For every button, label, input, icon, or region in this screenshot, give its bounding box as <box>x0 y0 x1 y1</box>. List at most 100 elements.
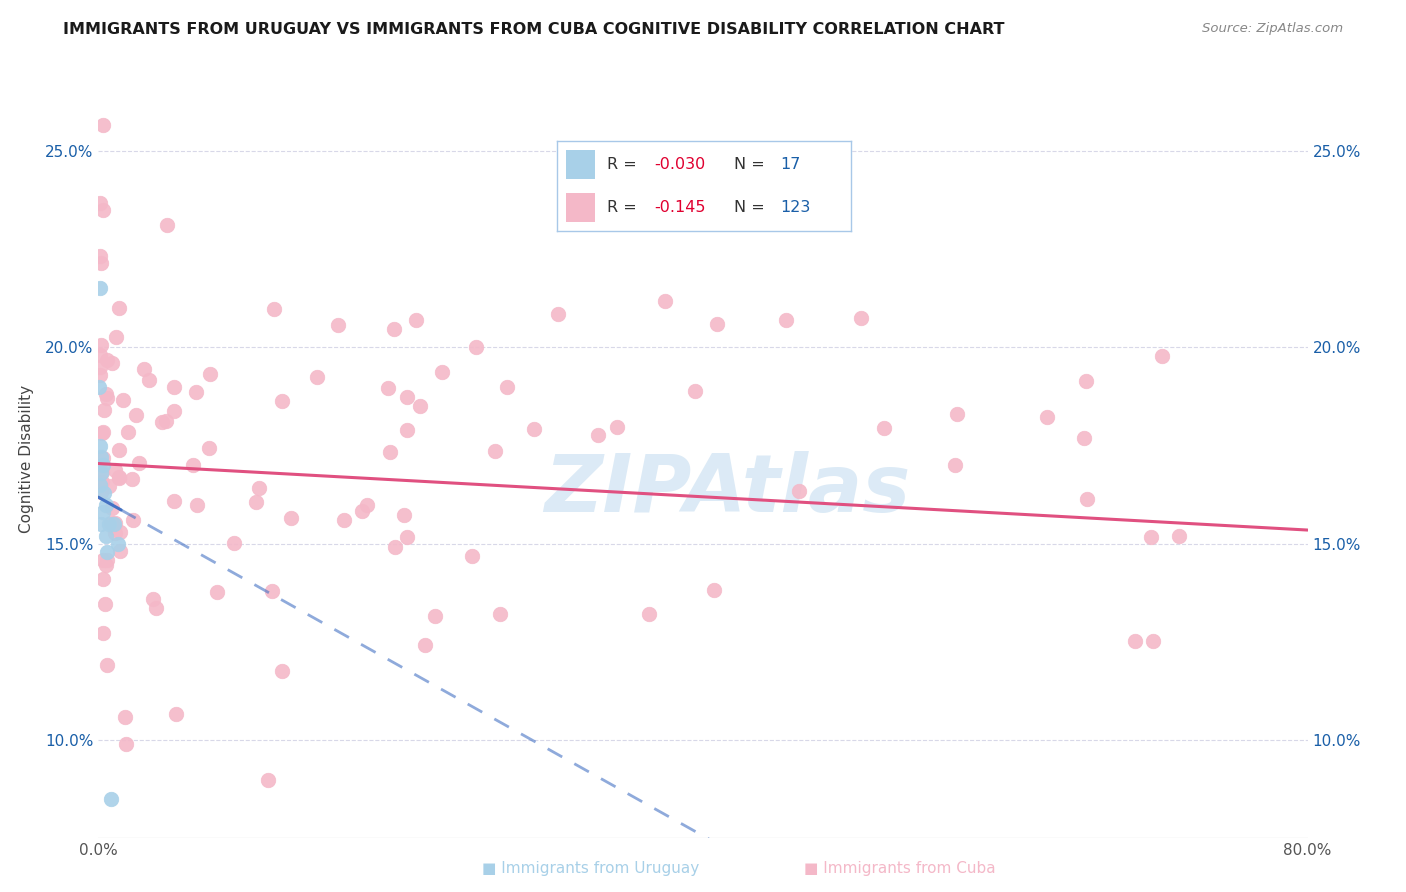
Point <box>96 544 118 558</box>
Point <box>94 498 117 512</box>
Point <box>378 445 401 459</box>
Point <box>946 407 969 421</box>
Point <box>89 380 111 394</box>
Point <box>89 359 111 374</box>
Point <box>263 301 285 316</box>
Point <box>1140 530 1163 544</box>
Point <box>163 380 186 394</box>
Point <box>104 463 127 477</box>
Point <box>93 485 115 500</box>
Point <box>132 361 155 376</box>
Point <box>155 414 177 428</box>
Text: 123: 123 <box>780 200 811 215</box>
Point <box>547 307 569 321</box>
Text: Source: ZipAtlas.com: Source: ZipAtlas.com <box>1202 22 1343 36</box>
Point <box>90 466 112 480</box>
Point <box>789 484 811 499</box>
Point <box>103 519 125 533</box>
Point <box>108 301 131 315</box>
Point <box>100 356 122 370</box>
Point <box>122 513 145 527</box>
Point <box>413 638 436 652</box>
Point <box>873 421 896 435</box>
Point <box>1036 409 1059 424</box>
Point <box>198 441 221 455</box>
Point <box>108 470 131 484</box>
Point <box>96 558 118 572</box>
Point <box>523 422 546 436</box>
Point <box>384 540 406 554</box>
Text: ■ Immigrants from Uruguay: ■ Immigrants from Uruguay <box>482 861 699 876</box>
Point <box>112 392 135 407</box>
Point <box>638 607 661 622</box>
Bar <box>567 194 595 222</box>
Point <box>1076 492 1098 507</box>
Point <box>706 317 728 331</box>
Point <box>90 256 112 270</box>
Point <box>90 450 112 465</box>
Point <box>91 465 114 479</box>
Text: -0.145: -0.145 <box>654 200 706 215</box>
Point <box>262 584 284 599</box>
Point <box>163 404 186 418</box>
Point <box>326 318 349 332</box>
Point <box>270 393 292 408</box>
Point <box>89 281 111 295</box>
Point <box>356 498 378 512</box>
Point <box>165 706 187 721</box>
Text: ■ Immigrants from Cuba: ■ Immigrants from Cuba <box>804 861 995 876</box>
Point <box>461 549 484 563</box>
Point <box>108 471 131 485</box>
Point <box>352 504 374 518</box>
Point <box>128 456 150 470</box>
Point <box>89 368 111 382</box>
Point <box>89 476 111 491</box>
Point <box>107 443 129 458</box>
Point <box>1073 431 1095 445</box>
Text: ZIPAtlas: ZIPAtlas <box>544 450 910 529</box>
Point <box>1123 634 1146 648</box>
Point <box>409 399 432 413</box>
Point <box>89 347 111 361</box>
Point <box>305 370 328 384</box>
Point <box>489 607 512 621</box>
Point <box>121 472 143 486</box>
Point <box>91 202 114 217</box>
Point <box>91 425 114 439</box>
Point <box>181 458 204 472</box>
Point <box>94 598 117 612</box>
Point <box>103 517 125 532</box>
Point <box>145 601 167 615</box>
Point <box>186 499 208 513</box>
Point <box>90 425 112 440</box>
Point <box>423 608 446 623</box>
Point <box>654 293 676 308</box>
Point <box>96 657 118 672</box>
Point <box>142 591 165 606</box>
Point <box>107 537 129 551</box>
Point <box>392 508 415 523</box>
Point <box>104 516 127 530</box>
Point <box>89 196 111 211</box>
Point <box>606 419 628 434</box>
Point <box>465 340 488 354</box>
Point <box>1167 529 1189 543</box>
Point <box>484 443 506 458</box>
Point <box>1142 634 1164 648</box>
Point <box>90 485 112 500</box>
Point <box>98 517 121 532</box>
Text: N =: N = <box>734 157 769 172</box>
Point <box>125 408 148 422</box>
Text: -0.030: -0.030 <box>654 157 706 172</box>
Point <box>775 312 797 326</box>
Point <box>105 329 128 343</box>
Point <box>89 478 111 492</box>
Point <box>849 310 872 325</box>
Point <box>91 572 114 586</box>
Text: R =: R = <box>607 200 643 215</box>
Point <box>396 423 419 437</box>
Point <box>396 531 419 545</box>
Point <box>90 517 112 532</box>
Point <box>91 626 114 640</box>
Point <box>100 516 122 531</box>
